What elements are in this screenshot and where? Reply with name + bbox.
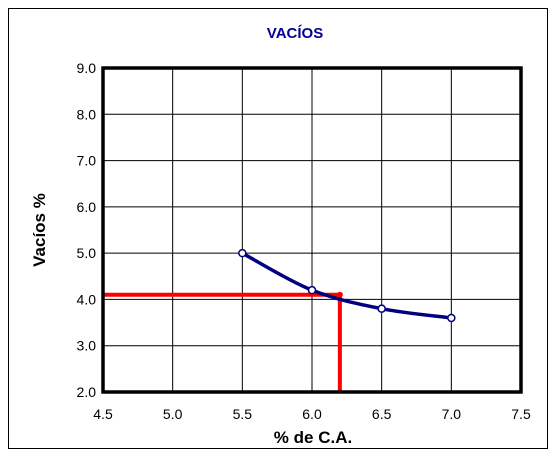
series-line — [240, 251, 454, 320]
x-tick-label: 6.0 — [302, 406, 322, 422]
chart-title: VACÍOS — [267, 25, 323, 42]
chart-svg: VACÍOS 4.5 5.0 5.5 6.0 6.5 7.0 7.5 2.0 3.0 4.0 5.… — [30, 25, 531, 447]
y-tick-label: 3.0 — [77, 338, 97, 354]
y-tick-label: 9.0 — [77, 60, 97, 76]
x-tick-label: 5.5 — [233, 406, 253, 422]
x-tick-label: 7.0 — [442, 406, 462, 422]
x-tick-labels: 4.5 5.0 5.5 6.0 6.5 7.0 7.5 — [93, 406, 531, 422]
series — [238, 248, 456, 323]
data-point — [377, 304, 386, 313]
x-tick-label: 6.5 — [372, 406, 392, 422]
x-tick-label: 7.5 — [511, 406, 531, 422]
data-point — [307, 285, 317, 295]
y-axis-title: Vacíos % — [30, 193, 49, 267]
y-tick-label: 6.0 — [77, 199, 97, 215]
x-tick-label: 5.0 — [163, 406, 183, 422]
y-tick-label: 4.0 — [77, 291, 97, 307]
y-tick-label: 2.0 — [77, 384, 97, 400]
y-tick-labels: 2.0 3.0 4.0 5.0 6.0 7.0 8.0 9.0 — [77, 60, 97, 400]
plot-area-border — [101, 66, 523, 394]
x-axis-title: % de C.A. — [274, 428, 352, 447]
reference-point — [336, 291, 343, 298]
reference-lines — [101, 68, 343, 392]
grid — [102, 67, 522, 393]
data-point — [447, 313, 456, 323]
y-tick-label: 7.0 — [77, 153, 97, 169]
data-point — [238, 248, 247, 258]
y-tick-label: 8.0 — [77, 106, 97, 122]
y-tick-label: 5.0 — [77, 245, 97, 261]
chart-frame: VACÍOS 4.5 5.0 5.5 6.0 6.5 7.0 7.5 2.0 3.0 4.0 5.… — [8, 8, 548, 449]
x-tick-label: 4.5 — [93, 406, 113, 422]
